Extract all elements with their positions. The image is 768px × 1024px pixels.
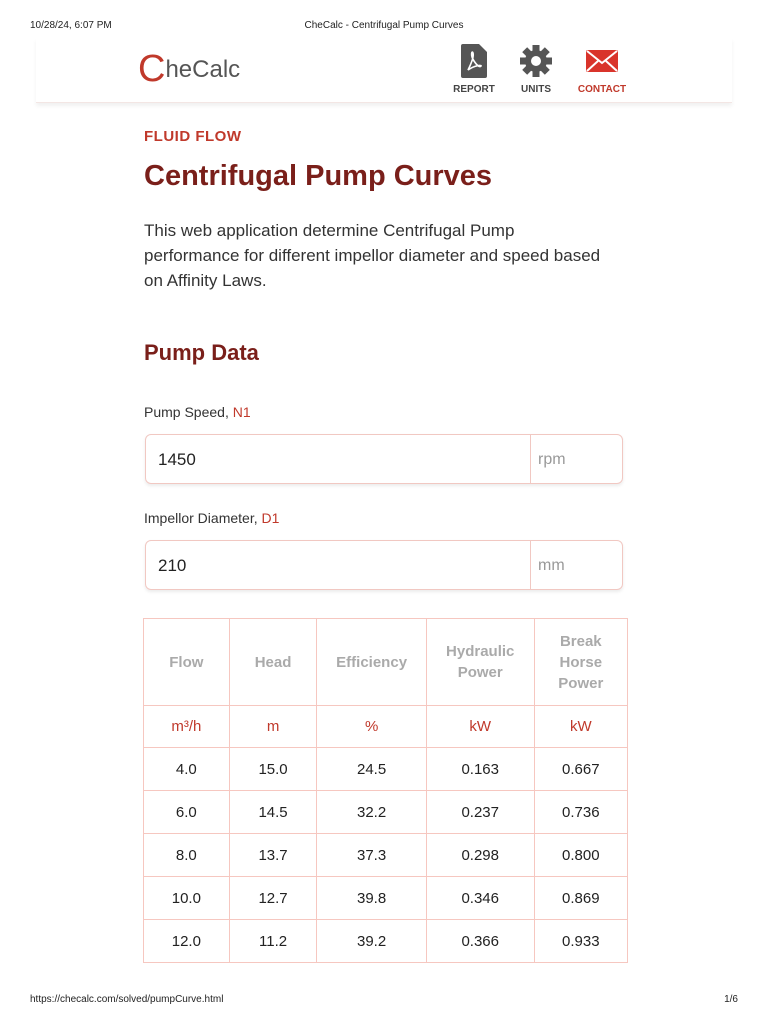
header-row: Flow Head Efficiency Hydraulic Power Break H… [143, 618, 629, 706]
logo[interactable]: CheCalc [138, 48, 240, 91]
nav-label: CONTACT [577, 84, 627, 95]
data-cell: 0.933 [533, 919, 629, 963]
data-cell: 0.667 [533, 747, 629, 791]
data-row: 8.0 13.7 37.3 0.298 0.800 [143, 833, 629, 877]
nav-label: UNITS [521, 84, 551, 95]
unit-cell: m [228, 705, 318, 748]
label-text: Pump Speed, [144, 404, 233, 420]
input-value: 210 [158, 556, 187, 575]
data-cell: 8.0 [143, 833, 230, 877]
logo-initial: C [138, 48, 166, 90]
data-row: 10.0 12.7 39.8 0.346 0.869 [143, 876, 629, 920]
data-cell: 24.5 [316, 747, 427, 791]
unit-cell: % [316, 705, 427, 748]
nav-units[interactable]: UNITS [501, 44, 571, 95]
print-title: CheCalc - Centrifugal Pump Curves [304, 20, 464, 31]
input-field[interactable]: 210 mm [145, 540, 623, 590]
data-cell: 39.8 [316, 876, 427, 920]
data-cell: 13.7 [228, 833, 318, 877]
data-cell: 0.237 [425, 790, 535, 834]
unit-cell: kW [533, 705, 629, 748]
column-header: Flow [143, 618, 230, 706]
input-value: 1450 [158, 450, 196, 469]
data-cell: 15.0 [228, 747, 318, 791]
data-cell: 32.2 [316, 790, 427, 834]
field-label: Impellor Diameter, D1 [144, 510, 279, 526]
nav-contact[interactable]: CONTACT [567, 44, 637, 95]
unit-cell: kW [425, 705, 535, 748]
print-page: 1/6 [724, 994, 738, 1005]
nav-label: REPORT [453, 84, 495, 95]
data-cell: 11.2 [228, 919, 318, 963]
data-cell: 0.869 [533, 876, 629, 920]
data-cell: 37.3 [316, 833, 427, 877]
data-cell: 0.366 [425, 919, 535, 963]
contact-icon [586, 50, 618, 72]
input-unit: mm [530, 541, 622, 589]
label-symbol: N1 [232, 404, 251, 420]
nav-report[interactable]: REPORT [439, 44, 509, 95]
print-datetime: 10/28/24, 6:07 PM [30, 20, 112, 31]
data-cell: 12.7 [228, 876, 318, 920]
units-row: m³/h m% kW kW [143, 705, 629, 748]
data-cell: 0.346 [425, 876, 535, 920]
data-cell: 0.163 [425, 747, 535, 791]
data-cell: 0.298 [425, 833, 535, 877]
column-header: Efficiency [316, 618, 427, 706]
description: This web application determine Centrifug… [144, 221, 601, 290]
unit-cell: m³/h [143, 705, 230, 748]
field-label: Pump Speed, N1 [144, 404, 251, 420]
data-row: 6.0 14.5 32.2 0.237 0.736 [143, 790, 629, 834]
results-table: Flow Head Efficiency Hydraulic Power Break H… [143, 618, 629, 963]
page-title: Centrifugal Pump Curves [144, 160, 493, 192]
data-cell: 10.0 [143, 876, 230, 920]
report-icon [461, 44, 487, 78]
data-cell: 0.736 [533, 790, 629, 834]
data-cell: 6.0 [143, 790, 230, 834]
section-title: Pump Data [144, 340, 259, 365]
category: FLUID FLOW [144, 128, 242, 145]
data-cell: 39.2 [316, 919, 427, 963]
data-row: 4.0 15.0 24.5 0.163 0.667 [143, 747, 629, 791]
column-header: Hydraulic Power [425, 618, 535, 706]
header-bar [36, 38, 732, 103]
input-field[interactable]: 1450 rpm [145, 434, 623, 484]
data-cell: 12.0 [143, 919, 230, 963]
column-header: Head [228, 618, 318, 706]
label-text: Impellor Diameter, [144, 510, 262, 526]
units-icon [520, 45, 552, 77]
data-cell: 4.0 [143, 747, 230, 791]
print-url: https://checalc.com/solved/pumpCurve.htm… [30, 994, 224, 1005]
logo-text: heCalc [165, 56, 241, 83]
column-header: Break Horse Power [533, 618, 629, 706]
label-symbol: D1 [261, 510, 280, 526]
data-cell: 14.5 [228, 790, 318, 834]
data-cell: 0.800 [533, 833, 629, 877]
input-unit: rpm [530, 435, 622, 483]
data-row: 12.0 11.2 39.2 0.366 0.933 [143, 919, 629, 963]
